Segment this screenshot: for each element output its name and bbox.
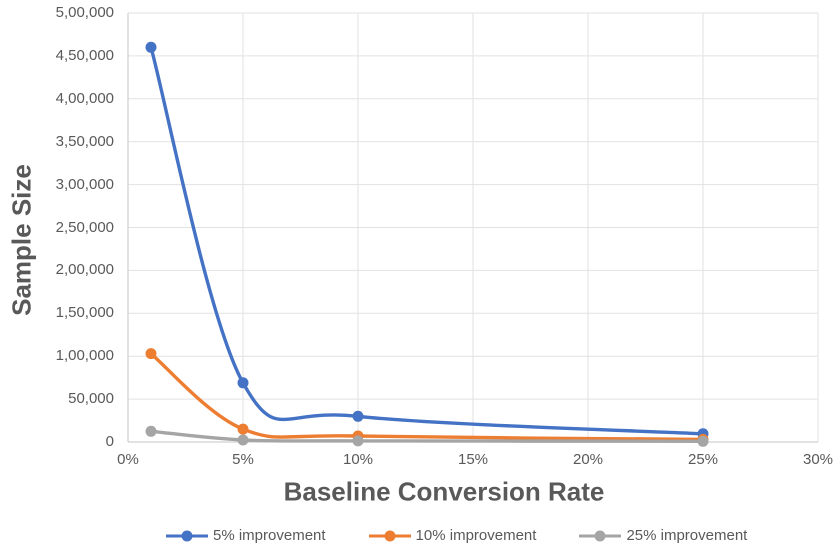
x-axis-title: Baseline Conversion Rate xyxy=(283,476,605,507)
legend-marker-icon xyxy=(579,530,622,541)
x-tick-label: 0% xyxy=(117,451,139,468)
y-tick-label: 0 xyxy=(105,433,114,450)
y-tick-label: 1,00,000 xyxy=(55,347,114,365)
data-point-marker xyxy=(237,434,249,446)
legend-item: 5% improvement xyxy=(166,527,326,544)
data-point-marker xyxy=(352,410,364,422)
x-tick-label: 25% xyxy=(687,451,719,468)
data-point-marker xyxy=(237,377,249,389)
legend-marker-icon xyxy=(166,530,208,541)
data-point-marker xyxy=(145,41,157,53)
legend-item: 10% improvement xyxy=(368,527,537,544)
data-point-marker xyxy=(352,435,364,447)
data-point-marker xyxy=(237,423,249,435)
legend-item-label: 5% improvement xyxy=(213,527,326,544)
x-tick-label: 20% xyxy=(572,451,604,468)
y-tick-label: 50,000 xyxy=(68,390,114,408)
series-line xyxy=(149,351,705,442)
y-tick-label: 2,50,000 xyxy=(55,218,114,236)
x-tick-label: 30% xyxy=(802,451,834,468)
data-point-marker xyxy=(145,425,157,437)
x-tick-label: 5% xyxy=(232,451,254,468)
legend-item: 25% improvement xyxy=(579,527,747,544)
y-tick-label: 3,50,000 xyxy=(55,132,114,150)
x-tick-label: 15% xyxy=(457,451,489,468)
legend-item-label: 25% improvement xyxy=(626,527,748,544)
series-line xyxy=(149,45,705,436)
data-point-marker xyxy=(145,348,157,360)
y-tick-label: 1,50,000 xyxy=(55,304,114,322)
series-line xyxy=(149,429,705,443)
y-tick-label: 3,00,000 xyxy=(55,175,114,193)
legend: 5% improvement 10% improvement 25% improve… xyxy=(166,527,747,544)
x-tick-label: 10% xyxy=(342,451,374,468)
y-tick-label: 5,00,000 xyxy=(55,4,114,21)
legend-item-label: 10% improvement xyxy=(415,527,537,544)
legend-marker-icon xyxy=(368,530,411,541)
y-axis-title: Sample Size xyxy=(6,164,37,316)
data-point-marker xyxy=(697,435,709,447)
y-tick-label: 4,50,000 xyxy=(55,46,114,64)
y-tick-label: 2,00,000 xyxy=(55,261,114,279)
y-tick-label: 4,00,000 xyxy=(55,89,114,107)
